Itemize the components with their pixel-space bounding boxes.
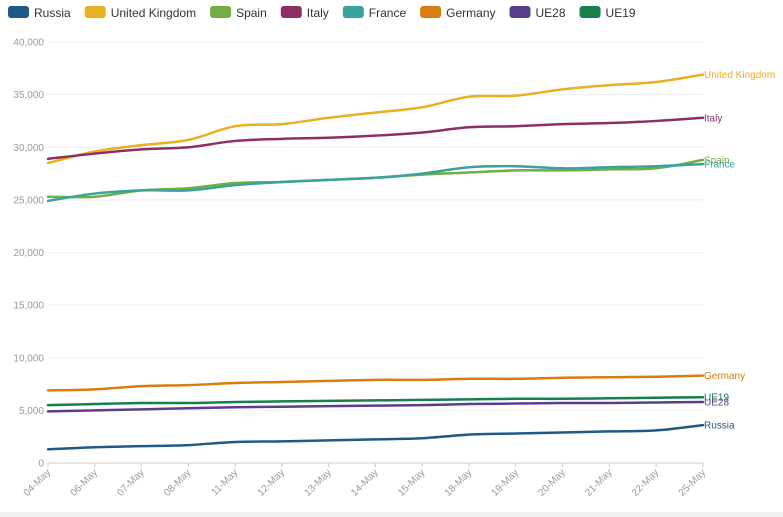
series-lines: [46, 73, 705, 451]
end-label-spain: Spain: [704, 155, 730, 166]
series-line-ue28[interactable]: [46, 400, 705, 413]
end-label-united-kingdom: United Kingdom: [704, 70, 775, 81]
y-tick-label: 20,000: [13, 248, 44, 259]
x-tick-label: 08-May: [162, 467, 193, 498]
x-tick-label: 25-May: [677, 467, 708, 498]
legend: Russia United Kingdom Spain Italy France Germ…: [8, 6, 636, 20]
end-label-russia: Russia: [704, 421, 735, 432]
series-line-russia[interactable]: [46, 423, 705, 451]
series-line-united-kingdom[interactable]: [46, 73, 705, 165]
series-line-ue19[interactable]: [46, 395, 705, 407]
legend-swatch: [579, 6, 601, 18]
legend-label: France: [369, 6, 407, 20]
end-label-ue19: UE19: [704, 393, 729, 404]
legend-label: Spain: [236, 6, 267, 20]
legend-item-spain[interactable]: Spain: [210, 6, 267, 20]
end-label-france: France: [704, 160, 736, 171]
x-tick-label: 22-May: [630, 467, 661, 498]
end-label-italy: Italy: [704, 113, 722, 124]
legend-item-russia[interactable]: Russia: [8, 6, 71, 20]
series-line-germany[interactable]: [46, 374, 705, 392]
x-axis: 04-May 06-May 07-May 08-May 11-May 12-May 13-M…: [22, 463, 708, 499]
y-tick-label: 40,000: [13, 38, 44, 49]
y-tick-label: 10,000: [13, 353, 44, 364]
legend-label: Russia: [34, 6, 71, 20]
legend-swatch: [210, 6, 232, 18]
x-tick-label: 21-May: [583, 467, 614, 498]
grid: [48, 41, 703, 464]
x-tick-label: 20-May: [536, 467, 567, 498]
legend-label: United Kingdom: [111, 6, 196, 20]
x-tick-label: 11-May: [209, 467, 240, 498]
x-tick-label: 04-May: [22, 467, 53, 498]
x-tick-label: 15-May: [396, 467, 427, 498]
x-tick-label: 14-May: [349, 467, 380, 498]
y-tick-label: 15,000: [13, 301, 44, 312]
x-tick-label: 19-May: [490, 467, 521, 498]
series-line-france[interactable]: [46, 162, 705, 203]
legend-swatch: [420, 6, 442, 18]
legend-label: UE28: [536, 6, 566, 20]
x-tick-label: 07-May: [115, 467, 146, 498]
x-tick-label: 13-May: [302, 467, 333, 498]
y-tick-label: 25,000: [13, 195, 44, 206]
legend-swatch: [280, 6, 302, 18]
series-line-italy[interactable]: [46, 116, 705, 161]
y-tick-label: 35,000: [13, 90, 44, 101]
legend-label: UE19: [606, 6, 636, 20]
legend-item-ue28[interactable]: UE28: [509, 6, 566, 20]
legend-item-france[interactable]: France: [342, 6, 407, 20]
legend-swatch: [509, 6, 531, 18]
legend-item-united-kingdom[interactable]: United Kingdom: [84, 6, 196, 20]
y-axis: 0 5,000 10,000 15,000 20,000 25,000 30,000 35,0…: [13, 38, 44, 470]
x-tick-label: 12-May: [256, 467, 287, 498]
legend-swatch: [342, 6, 364, 18]
legend-label: Germany: [446, 6, 495, 20]
legend-item-germany[interactable]: Germany: [420, 6, 496, 20]
legend-label: Italy: [307, 6, 329, 20]
y-tick-label: 5,000: [19, 406, 44, 417]
legend-swatch: [8, 6, 29, 18]
end-label-germany: Germany: [704, 371, 745, 382]
x-tick-label: 18-May: [443, 467, 474, 498]
legend-item-italy[interactable]: Italy: [280, 6, 329, 20]
legend-item-ue19[interactable]: UE19: [579, 6, 636, 20]
end-label-ue28: UE28: [704, 397, 729, 408]
legend-swatch: [84, 6, 106, 18]
y-tick-label: 0: [38, 459, 44, 470]
x-tick-label: 06-May: [69, 467, 100, 498]
y-tick-label: 30,000: [13, 143, 44, 154]
bottom-strip: [0, 512, 783, 517]
